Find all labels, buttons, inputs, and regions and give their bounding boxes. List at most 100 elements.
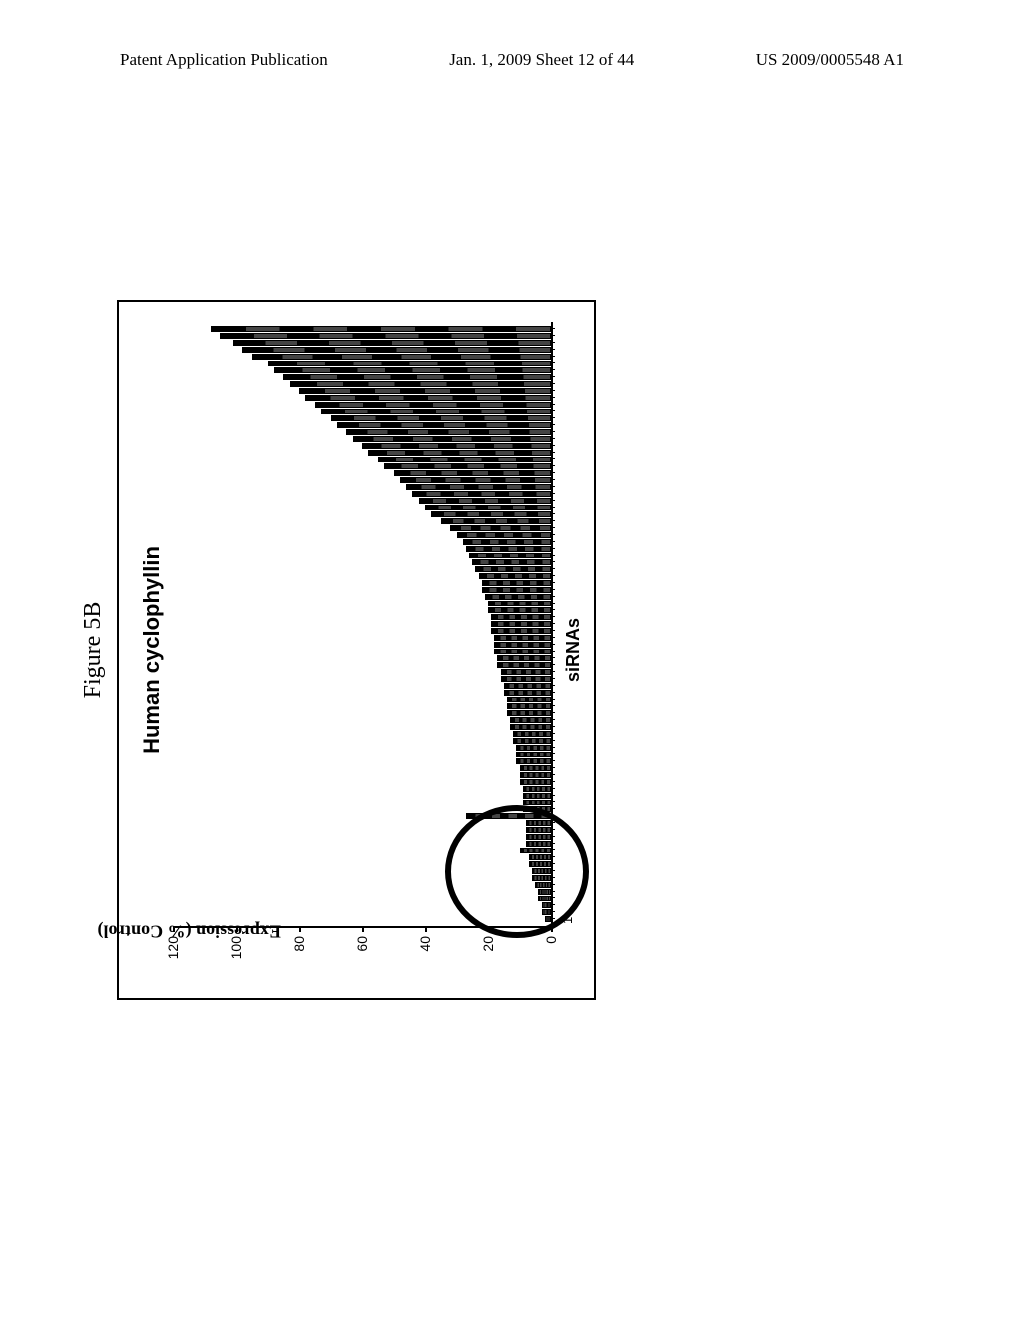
bar	[501, 669, 551, 675]
bar	[479, 573, 551, 579]
bar	[510, 724, 551, 730]
bar	[491, 628, 551, 634]
bar	[513, 731, 551, 737]
bar	[507, 697, 551, 703]
x-tick	[550, 609, 555, 610]
bar	[441, 518, 551, 524]
bar	[526, 834, 551, 840]
y-tick	[236, 926, 238, 932]
x-tick	[550, 774, 555, 775]
bar	[501, 676, 551, 682]
bar	[520, 779, 552, 785]
bar	[520, 765, 552, 771]
x-tick	[550, 417, 555, 418]
x-tick	[550, 884, 555, 885]
x-tick	[550, 849, 555, 850]
bar	[520, 848, 552, 854]
bar	[526, 820, 551, 826]
bar	[469, 553, 551, 559]
bar	[283, 374, 551, 380]
x-tick	[550, 877, 555, 878]
x-tick	[550, 479, 555, 480]
x-tick	[550, 527, 555, 528]
x-tick	[550, 362, 555, 363]
x-tick	[550, 863, 555, 864]
x-tick	[550, 438, 555, 439]
bar	[523, 800, 551, 806]
bar	[299, 388, 551, 394]
bar	[384, 463, 551, 469]
x-tick	[550, 747, 555, 748]
bar	[394, 470, 552, 476]
header-left: Patent Application Publication	[120, 50, 328, 70]
x-tick	[550, 541, 555, 542]
bar	[457, 532, 552, 538]
x-tick	[550, 630, 555, 631]
bar	[321, 409, 551, 415]
bar	[529, 854, 551, 860]
bar	[475, 566, 551, 572]
x-tick	[550, 383, 555, 384]
bar	[488, 607, 551, 613]
bar	[400, 477, 551, 483]
x-tick	[550, 486, 555, 487]
x-tick	[550, 356, 555, 357]
x-tick	[550, 829, 555, 830]
x-tick	[550, 493, 555, 494]
bar	[425, 505, 551, 511]
bar	[353, 436, 551, 442]
bar	[488, 601, 551, 607]
bar	[507, 710, 551, 716]
x-tick	[550, 561, 555, 562]
x-tick	[550, 726, 555, 727]
x-tick	[550, 657, 555, 658]
bar	[504, 690, 551, 696]
x-tick	[550, 733, 555, 734]
x-tick	[550, 904, 555, 905]
x-tick	[550, 760, 555, 761]
bar	[362, 443, 551, 449]
x-tick	[550, 328, 555, 329]
bar	[520, 772, 552, 778]
y-tick-label: 40	[417, 936, 433, 952]
x-tick	[550, 596, 555, 597]
x-tick	[550, 520, 555, 521]
header-center: Jan. 1, 2009 Sheet 12 of 44	[449, 50, 634, 70]
x-tick	[550, 335, 555, 336]
x-tick	[550, 692, 555, 693]
bar	[538, 896, 551, 902]
x-tick	[550, 616, 555, 617]
bar	[507, 704, 551, 710]
bar	[242, 347, 551, 353]
x-tick	[550, 644, 555, 645]
x-tick	[550, 349, 555, 350]
x-tick	[550, 568, 555, 569]
x-tick	[550, 822, 555, 823]
x-tick	[550, 753, 555, 754]
bar	[346, 429, 551, 435]
bar	[535, 882, 551, 888]
x-tick	[550, 705, 555, 706]
y-tick	[173, 926, 175, 932]
bar	[542, 909, 551, 915]
y-tick	[551, 926, 553, 932]
figure-container: Figure 5B Human cyclophyllin Expression …	[80, 300, 980, 1000]
x-tick	[550, 918, 555, 919]
x-tick	[550, 808, 555, 809]
x-tick	[550, 637, 555, 638]
x-tick	[550, 740, 555, 741]
x-tick	[550, 767, 555, 768]
x-tick	[550, 801, 555, 802]
y-tick-label: 80	[291, 936, 307, 952]
x-tick	[550, 410, 555, 411]
x-tick	[550, 369, 555, 370]
x-tick	[550, 856, 555, 857]
x-tick	[550, 459, 555, 460]
bar	[406, 484, 551, 490]
bar	[485, 594, 551, 600]
y-tick	[299, 926, 301, 932]
figure-label: Figure 5B	[80, 300, 107, 1000]
bar	[513, 738, 551, 744]
bar	[532, 868, 551, 874]
page-header: Patent Application Publication Jan. 1, 2…	[0, 50, 1024, 70]
